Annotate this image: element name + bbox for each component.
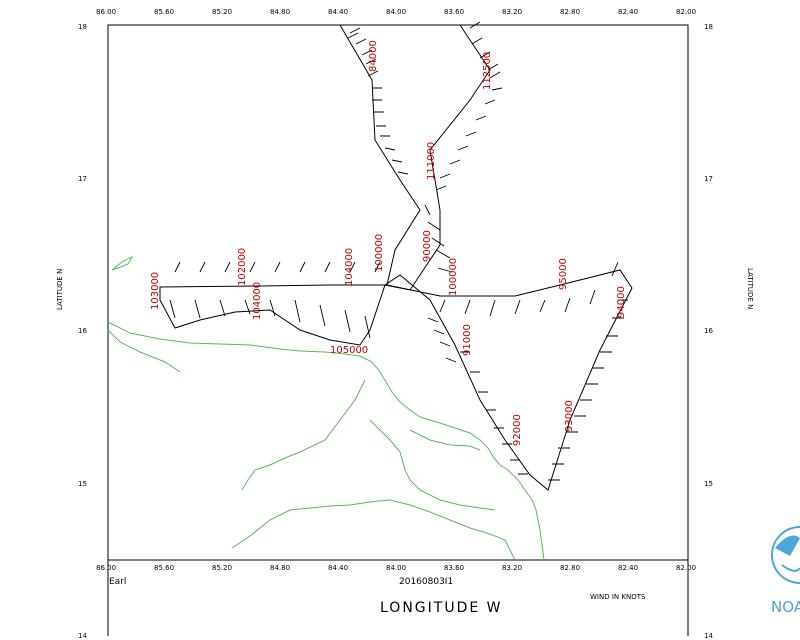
x-tick-bottom: 85.60 bbox=[154, 564, 174, 572]
x-tick-bottom: 86.00 bbox=[96, 564, 116, 572]
coastline bbox=[107, 255, 545, 561]
noaa-wave-icon bbox=[781, 564, 800, 572]
y-tick-left: 16 bbox=[78, 327, 87, 335]
time-label: 103000 bbox=[150, 272, 161, 310]
time-label: 104000 bbox=[252, 282, 263, 320]
x-tick-bottom: 84.80 bbox=[270, 564, 290, 572]
noaa-logo-icon bbox=[771, 526, 800, 584]
time-label: 104000 bbox=[344, 248, 355, 286]
plot-frame bbox=[107, 24, 689, 561]
time-label: 93000 bbox=[564, 400, 575, 432]
wind-units-note: WIND IN KNOTS bbox=[590, 593, 646, 601]
x-ticks-bottom: 86.00 85.60 85.20 84.80 84.40 84.00 83.6… bbox=[96, 564, 696, 572]
time-label: 105000 bbox=[330, 345, 368, 356]
x-tick-top: 83.20 bbox=[502, 8, 522, 16]
x-tick-top: 84.40 bbox=[328, 8, 348, 16]
time-label: 100000 bbox=[448, 258, 459, 296]
x-tick-bottom: 82.00 bbox=[676, 564, 696, 572]
x-tick-top: 85.20 bbox=[212, 8, 232, 16]
x-tick-bottom: 83.20 bbox=[502, 564, 522, 572]
time-label: 91000 bbox=[462, 324, 473, 356]
time-label: 90000 bbox=[422, 230, 433, 262]
x-tick-top: 84.00 bbox=[386, 8, 406, 16]
x-tick-top: 82.00 bbox=[676, 8, 696, 16]
x-tick-bottom: 84.40 bbox=[328, 564, 348, 572]
x-tick-top: 84.80 bbox=[270, 8, 290, 16]
x-tick-top: 82.80 bbox=[560, 8, 580, 16]
y-tick-right: 18 bbox=[704, 23, 713, 31]
time-label: 92000 bbox=[512, 414, 523, 446]
time-label: 112500 bbox=[482, 52, 493, 90]
x-axis-title: LONGITUDE W bbox=[380, 600, 503, 616]
x-ticks-top: 86.00 85.60 85.20 84.80 84.40 84.00 83.6… bbox=[96, 8, 696, 16]
x-tick-bottom: 82.40 bbox=[618, 564, 638, 572]
time-label: 100000 bbox=[374, 234, 385, 272]
noaa-logo: NOAA bbox=[771, 526, 800, 616]
x-tick-bottom: 84.00 bbox=[386, 564, 406, 572]
flight-track bbox=[159, 24, 633, 491]
y-axis-title-left: LATITUDE N bbox=[56, 269, 64, 310]
x-tick-bottom: 85.20 bbox=[212, 564, 232, 572]
x-tick-top: 85.60 bbox=[154, 8, 174, 16]
y-tick-left: 17 bbox=[78, 175, 87, 183]
y-tick-right: 15 bbox=[704, 480, 713, 488]
time-label: 102000 bbox=[237, 248, 248, 286]
y-tick-left: 15 bbox=[78, 480, 87, 488]
x-tick-bottom: 83.60 bbox=[444, 564, 464, 572]
time-label: 111000 bbox=[426, 142, 437, 180]
y-tick-right: 16 bbox=[704, 327, 713, 335]
time-label: 95000 bbox=[558, 258, 569, 290]
y-ticks-left: 18 17 16 15 14 bbox=[78, 23, 87, 640]
wind-barbs bbox=[169, 21, 628, 481]
time-label: 94000 bbox=[616, 286, 627, 318]
noaa-bird-icon bbox=[775, 535, 800, 556]
time-label: 84000 bbox=[368, 40, 379, 72]
y-axis-title-right: LATITUDE N bbox=[746, 268, 754, 309]
y-tick-right: 17 bbox=[704, 175, 713, 183]
y-tick-left: 14 bbox=[78, 632, 87, 640]
y-tick-left: 18 bbox=[78, 23, 87, 31]
time-labels: 112500 103000 102000 104000 104000 10000… bbox=[150, 40, 627, 446]
noaa-text: NOAA bbox=[771, 598, 800, 616]
y-ticks-right: 18 17 16 15 14 bbox=[704, 23, 713, 640]
x-tick-bottom: 82.80 bbox=[560, 564, 580, 572]
x-tick-top: 82.40 bbox=[618, 8, 638, 16]
x-tick-top: 83.60 bbox=[444, 8, 464, 16]
y-tick-right: 14 bbox=[704, 632, 713, 640]
storm-name: Earl bbox=[109, 577, 126, 587]
flight-id: 20160803I1 bbox=[399, 577, 453, 587]
x-tick-top: 86.00 bbox=[96, 8, 116, 16]
